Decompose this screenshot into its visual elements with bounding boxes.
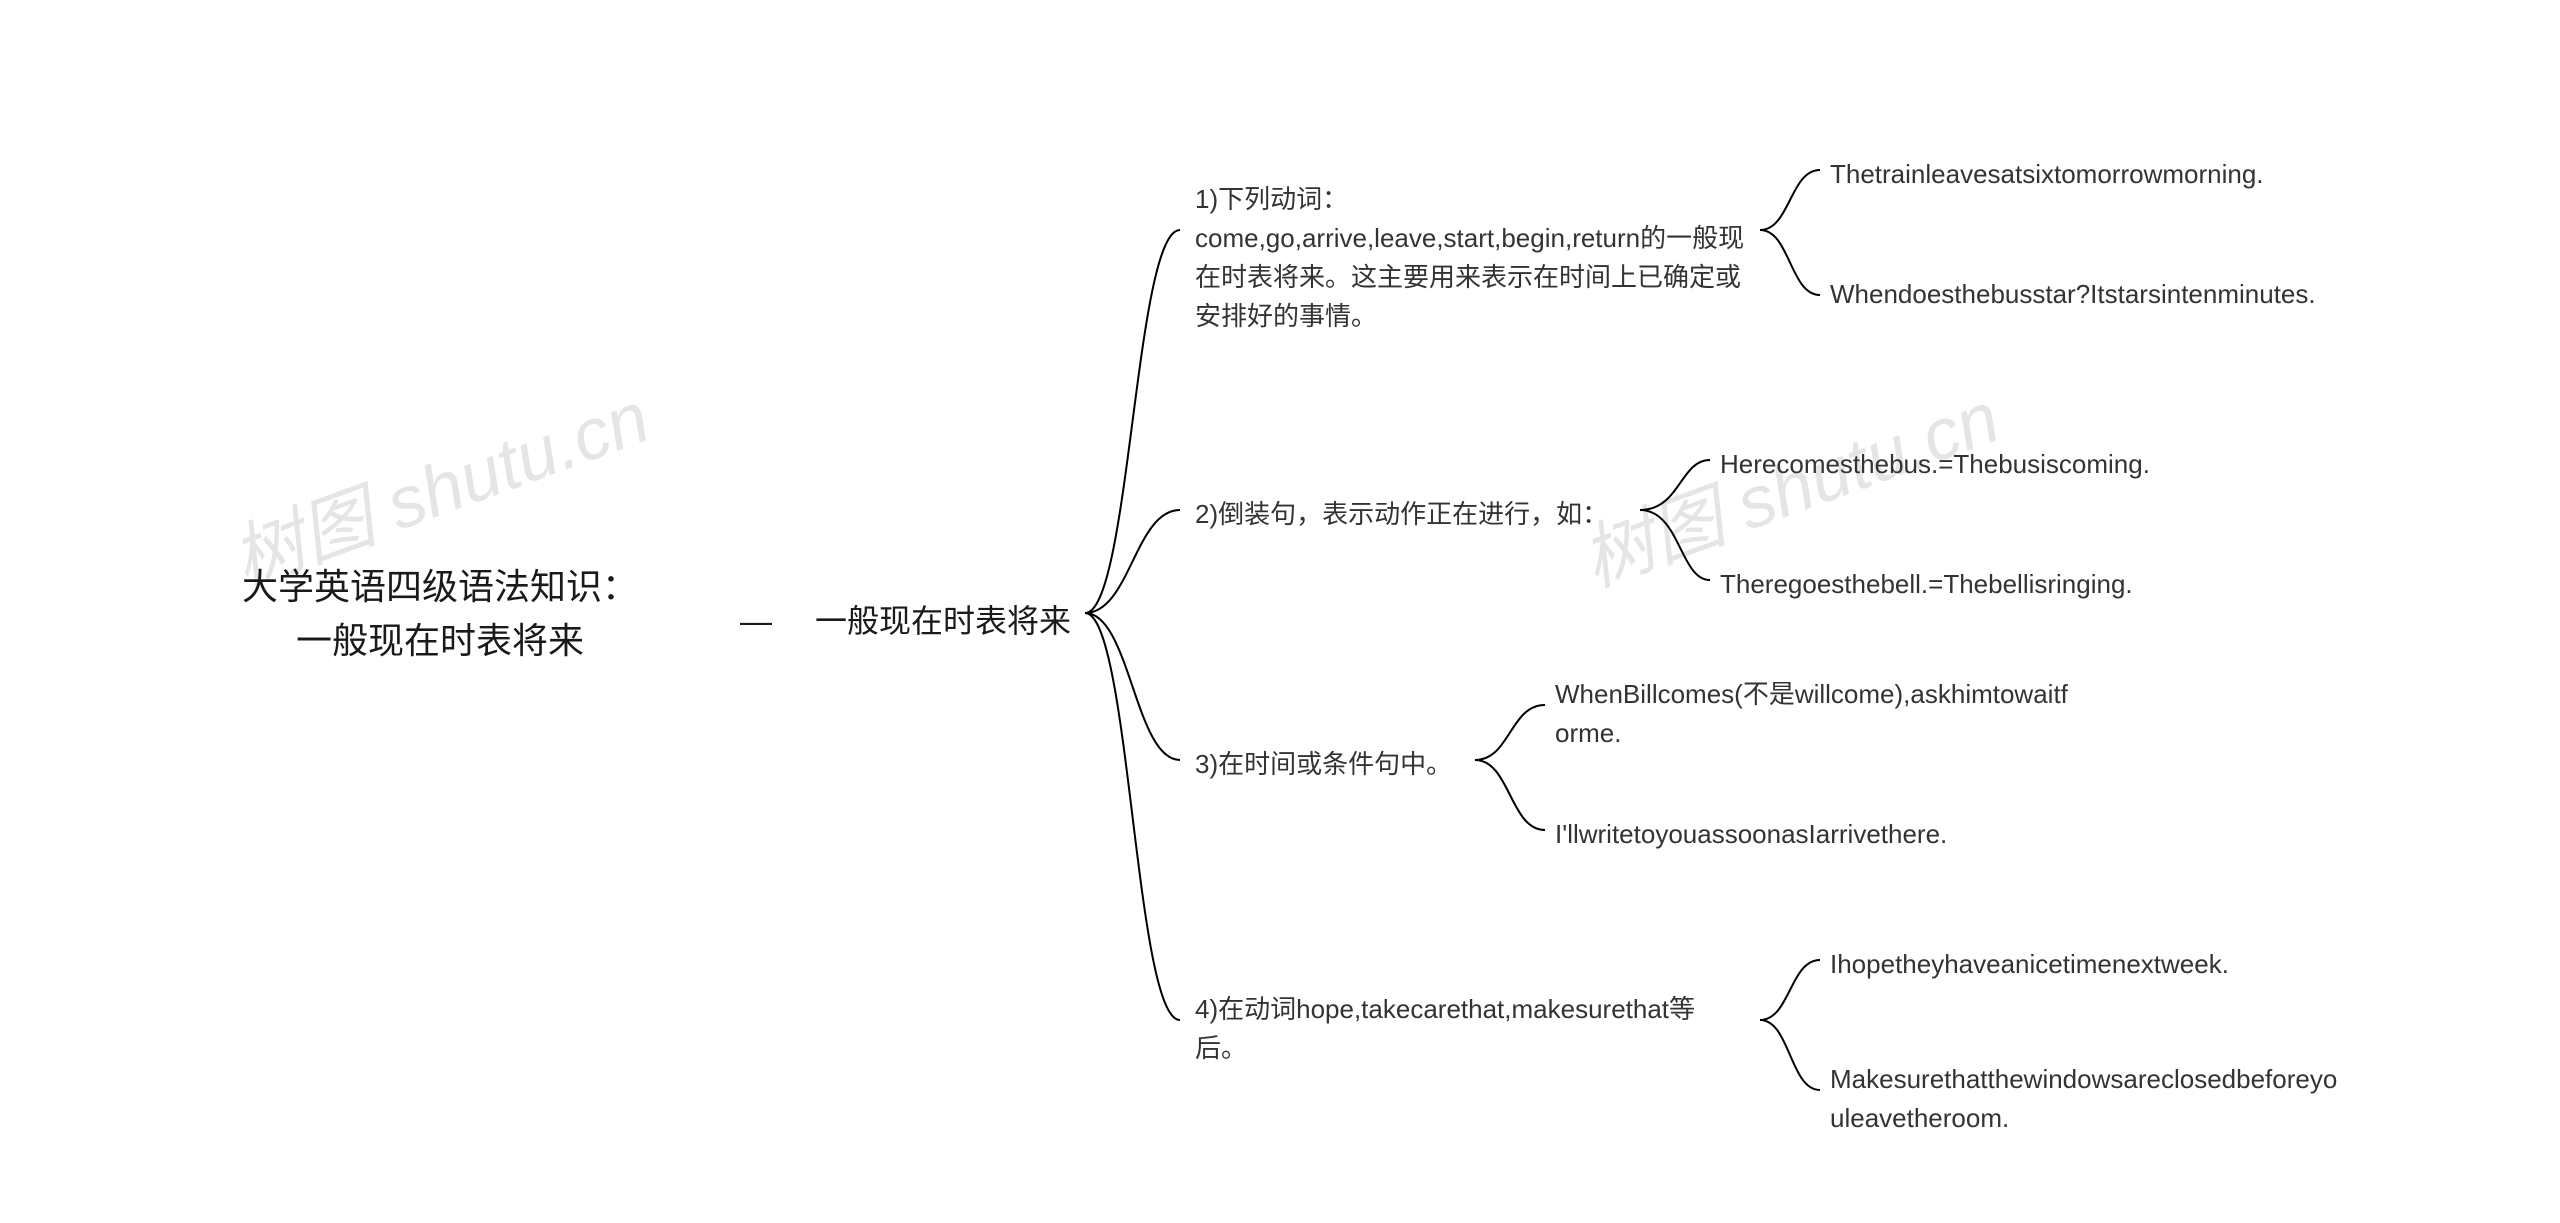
branch-4: 4)在动词hope,takecarethat,makesurethat等后。: [1195, 990, 1745, 1068]
branch-3: 3)在时间或条件句中。: [1195, 745, 1452, 784]
branch-4-leaf-0: Ihopetheyhaveanicetimenextweek.: [1830, 945, 2229, 984]
root-line2: 一般现在时表将来: [180, 614, 700, 668]
bracket-b3: [1475, 705, 1545, 830]
branch-3-leaf-0: WhenBillcomes(不是willcome),askhimtowaitfo…: [1555, 675, 2075, 753]
branch-1-leaf-1: Whendoesthebusstar?Itstarsintenminutes.: [1830, 275, 2316, 314]
branch-1: 1)下列动词：come,go,arrive,leave,start,begin,…: [1195, 180, 1745, 336]
mindmap-container: 树图 shutu.cn 树图 shutu.cn 大学英语四级语法知识： 一般现在…: [0, 0, 2560, 1223]
branch-2-leaf-1: Theregoesthebell.=Thebellisringing.: [1720, 565, 2133, 604]
dash-separator: —: [740, 597, 772, 645]
branch-1-leaf-0: Thetrainleavesatsixtomorrowmorning.: [1830, 155, 2264, 194]
branch-2-leaf-0: Herecomesthebus.=Thebusiscoming.: [1720, 445, 2150, 484]
level1-node: 一般现在时表将来: [815, 597, 1071, 645]
bracket-b2: [1640, 460, 1710, 580]
root-line1: 大学英语四级语法知识：: [180, 560, 700, 614]
root-node: 大学英语四级语法知识： 一般现在时表将来: [180, 560, 700, 668]
branch-3-leaf-1: I'llwritetoyouassoonasIarrivethere.: [1555, 815, 1947, 854]
branch-2: 2)倒装句，表示动作正在进行，如：: [1195, 495, 1608, 534]
branch-4-leaf-1: Makesurethatthewindowsareclosedbeforeyou…: [1830, 1060, 2350, 1138]
bracket-b4: [1760, 960, 1820, 1090]
bracket-main: [1085, 230, 1180, 1020]
bracket-b1: [1760, 170, 1820, 295]
